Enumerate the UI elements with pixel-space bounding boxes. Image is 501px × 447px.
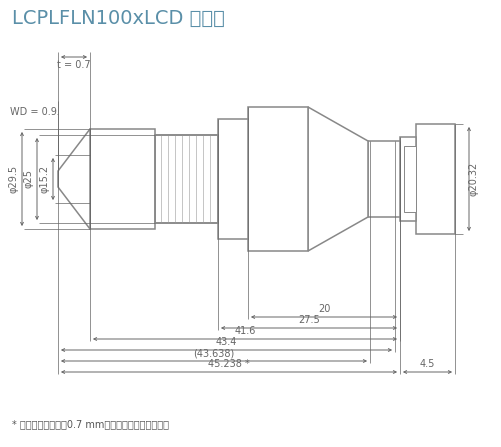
Bar: [90, 129, 155, 229]
Text: 4.5: 4.5: [419, 359, 434, 369]
Text: 45.238 *: 45.238 *: [208, 359, 249, 369]
Text: φ29.5: φ29.5: [9, 165, 19, 193]
Polygon shape: [58, 129, 90, 229]
Text: * 同焦点距离为透过0.7 mm厚度玻璃观察时的尺寸。: * 同焦点距离为透过0.7 mm厚度玻璃观察时的尺寸。: [12, 419, 169, 429]
Bar: [247, 107, 308, 251]
Text: t = 0.7: t = 0.7: [57, 60, 91, 70]
Text: 41.6: 41.6: [234, 326, 255, 336]
Text: LCPLFLN100xLCD 尺寸图: LCPLFLN100xLCD 尺寸图: [12, 9, 224, 28]
Text: WD = 0.9: WD = 0.9: [10, 107, 57, 117]
Text: φ25: φ25: [24, 169, 34, 189]
Bar: [415, 124, 454, 234]
Bar: [367, 141, 399, 217]
Text: φ20.32: φ20.32: [468, 162, 478, 196]
Text: 20: 20: [317, 304, 330, 314]
Text: (43.638): (43.638): [193, 348, 234, 358]
Bar: [155, 135, 217, 223]
Bar: [155, 135, 217, 223]
Text: 27.5: 27.5: [298, 315, 319, 325]
Polygon shape: [308, 107, 367, 251]
Text: 43.4: 43.4: [215, 337, 236, 347]
Bar: [399, 137, 415, 221]
Bar: [403, 146, 415, 212]
Text: φ15.2: φ15.2: [40, 165, 50, 193]
Bar: [217, 119, 247, 239]
